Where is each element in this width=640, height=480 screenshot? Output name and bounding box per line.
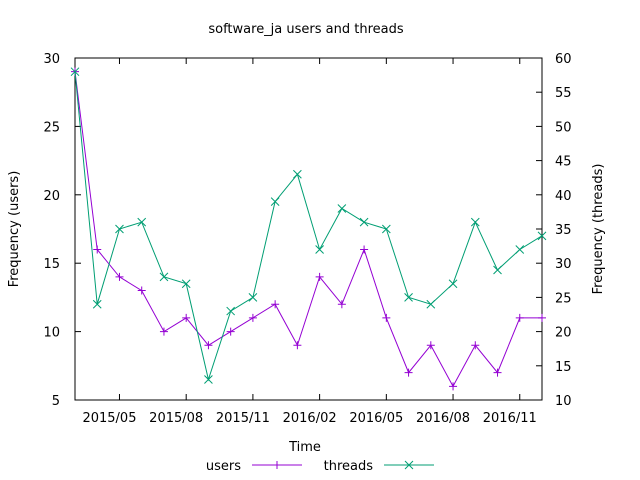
- chart-title: software_ja users and threads: [208, 22, 404, 37]
- data-point-threads: [426, 299, 436, 309]
- data-point-threads: [293, 169, 302, 179]
- y-tick-label-right: 20: [555, 326, 572, 341]
- y-tick-label-right: 30: [555, 257, 572, 272]
- data-point-threads: [404, 293, 413, 302]
- x-tick-label: 2015/08: [149, 411, 203, 426]
- data-point-users: [426, 341, 435, 350]
- data-point-threads: [137, 217, 147, 227]
- data-point-users: [137, 286, 146, 295]
- data-point-users: [226, 327, 235, 336]
- data-point-users: [360, 245, 369, 254]
- data-point-threads: [515, 245, 525, 254]
- y-tick-label-left: 15: [43, 257, 60, 272]
- x-axis-label: Time: [288, 440, 321, 455]
- data-point-threads: [270, 197, 280, 206]
- y-tick-label-right: 45: [555, 155, 572, 170]
- y-tick-label-right: 55: [555, 86, 572, 101]
- data-point-users: [248, 313, 257, 322]
- data-point-threads: [381, 224, 391, 234]
- data-point-threads: [92, 299, 102, 309]
- data-point-users: [493, 368, 502, 377]
- data-point-threads: [204, 375, 213, 384]
- x-axis-ticks: 2015/05 2015/08 2015/11 2016/02 2016/05 2016/…: [82, 58, 537, 426]
- y-tick-label-right: 25: [555, 291, 572, 306]
- data-point-users: [382, 313, 391, 322]
- x-tick-label: 2016/08: [416, 411, 470, 426]
- data-point-users: [182, 313, 191, 322]
- y-tick-label-right: 15: [555, 360, 572, 375]
- series-line-users: [74, 71, 542, 388]
- y-tick-label-right: 10: [555, 394, 572, 409]
- legend-marker-threads: [404, 460, 414, 470]
- y-axis-label-left: Frequency (users): [7, 171, 22, 288]
- y-tick-label-right: 50: [555, 120, 572, 135]
- x-tick-label: 2016/05: [349, 411, 403, 426]
- data-point-threads: [226, 306, 236, 316]
- data-point-users: [449, 382, 458, 391]
- data-point-users: [204, 341, 213, 350]
- data-point-threads: [159, 272, 169, 282]
- data-point-users: [404, 368, 413, 377]
- y-tick-label-right: 40: [555, 189, 572, 204]
- data-point-users: [315, 272, 324, 281]
- data-point-threads: [248, 293, 258, 302]
- x-tick-label: 2015/05: [82, 411, 136, 426]
- data-point-threads: [181, 279, 191, 289]
- data-point-threads: [359, 217, 369, 227]
- data-point-users: [337, 300, 346, 309]
- series-line-threads: [74, 71, 543, 382]
- legend: users threads: [206, 459, 434, 474]
- data-point-threads: [70, 67, 80, 77]
- legend-marker-users: [273, 461, 281, 469]
- data-point-threads: [448, 279, 458, 289]
- data-point-threads: [337, 204, 347, 213]
- y-axis-label-right: Frequency (threads): [591, 164, 606, 295]
- y-axis-left-ticks: 5 10 15 20 25 30: [43, 52, 81, 409]
- y-axis-right-ticks: 10 15 20 25 30 35 40 45 50 55 60: [536, 52, 572, 409]
- plot-frame: [74, 57, 543, 401]
- x-tick-label: 2015/11: [216, 411, 270, 426]
- data-point-users: [159, 327, 168, 336]
- y-tick-label-left: 5: [52, 394, 60, 409]
- data-point-users: [271, 300, 280, 309]
- legend-label-users: users: [206, 459, 241, 474]
- data-point-threads: [115, 224, 124, 234]
- y-tick-label-left: 30: [43, 52, 60, 67]
- data-point-users: [93, 245, 102, 254]
- data-point-threads: [315, 245, 324, 254]
- data-point-users: [115, 272, 124, 281]
- data-point-users: [538, 313, 546, 322]
- x-tick-label: 2016/11: [483, 411, 537, 426]
- data-point-users: [471, 341, 480, 350]
- y-tick-label-left: 25: [43, 120, 60, 135]
- data-point-threads: [493, 265, 502, 275]
- legend-label-threads: threads: [324, 459, 374, 474]
- y-tick-label-right: 60: [555, 52, 572, 67]
- y-tick-label-left: 20: [43, 189, 60, 204]
- data-point-users: [293, 341, 302, 350]
- data-point-users: [515, 313, 524, 322]
- data-point-threads: [470, 217, 480, 227]
- x-tick-label: 2016/02: [283, 411, 337, 426]
- data-point-threads: [537, 231, 547, 241]
- y-tick-label-right: 35: [555, 223, 572, 238]
- y-tick-label-left: 10: [43, 326, 60, 341]
- series-lines: [70, 67, 547, 391]
